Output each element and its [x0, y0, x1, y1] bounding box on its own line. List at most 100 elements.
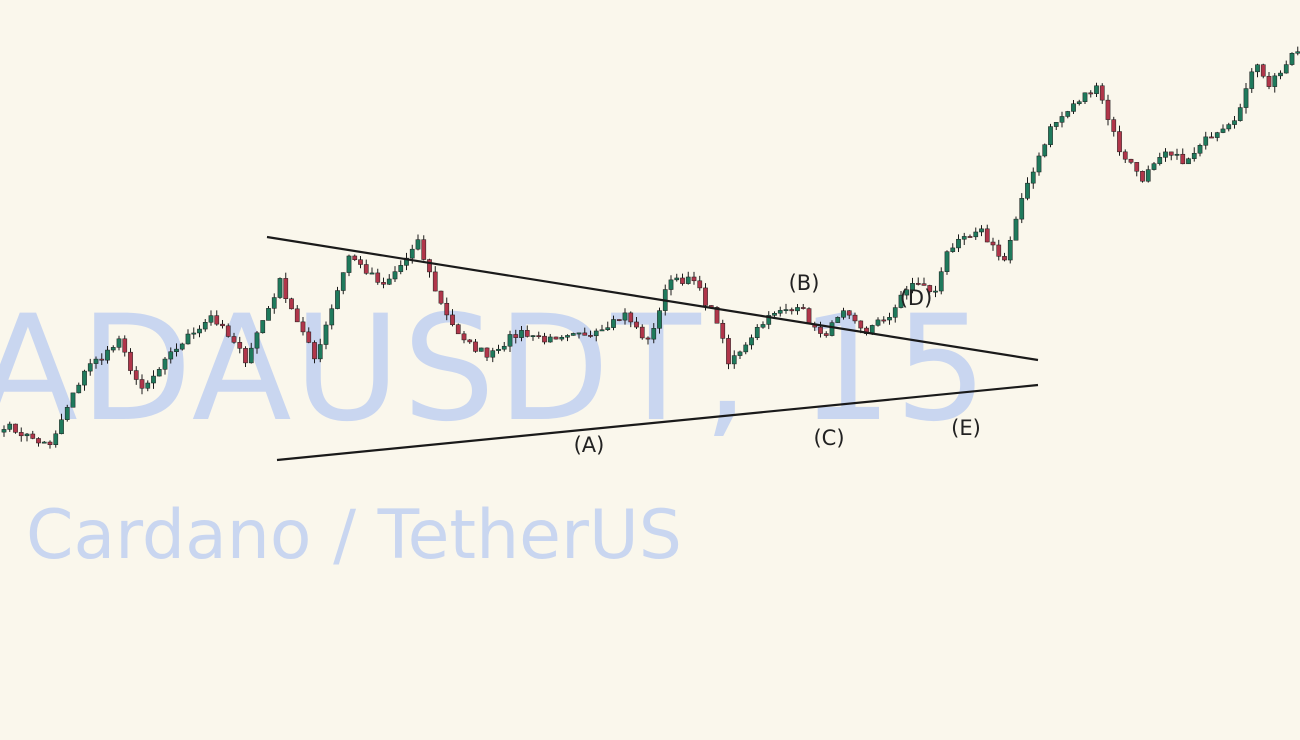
- candle-down: [1266, 75, 1272, 87]
- candle-up: [1214, 132, 1220, 138]
- candle-up: [185, 333, 191, 345]
- candle-down: [300, 321, 306, 333]
- candle-up: [599, 329, 605, 332]
- candle-down: [99, 358, 105, 361]
- candle-up: [1232, 120, 1237, 125]
- candle-down: [1099, 85, 1105, 101]
- candle-down: [18, 432, 24, 437]
- candle-down: [639, 326, 645, 339]
- candle-down: [513, 334, 519, 338]
- candle-down: [915, 283, 921, 285]
- candle-up: [760, 324, 766, 328]
- lower-trendline[interactable]: [276, 383, 1039, 462]
- wave-label-c: (C): [813, 426, 844, 450]
- candle-up: [841, 310, 846, 318]
- candle-up: [386, 278, 392, 285]
- candle-down: [680, 277, 685, 284]
- candle-up: [323, 324, 329, 345]
- candle-down: [553, 336, 559, 340]
- candle-up: [887, 317, 892, 321]
- candle-down: [427, 259, 432, 273]
- candle-up: [415, 239, 421, 250]
- candle-up: [547, 336, 553, 343]
- candle-down: [927, 285, 933, 292]
- candle-up: [944, 251, 950, 272]
- candle-up: [59, 419, 64, 435]
- candle-down: [1128, 158, 1134, 163]
- candle-up: [559, 336, 565, 340]
- candle-down: [542, 335, 547, 343]
- candle-up: [892, 307, 898, 318]
- candle-down: [921, 283, 927, 286]
- candle-up: [904, 289, 910, 296]
- candle-up: [611, 319, 616, 328]
- candle-up: [168, 351, 174, 360]
- candle-up: [1013, 218, 1019, 241]
- candle-down: [524, 330, 530, 337]
- candle-down: [122, 338, 128, 353]
- candle-down: [1111, 119, 1117, 132]
- candle-up: [1249, 71, 1255, 89]
- candle-up: [933, 290, 938, 293]
- candle-up: [956, 238, 961, 249]
- candle-down: [536, 335, 542, 337]
- candlestick-series: [1, 46, 1300, 449]
- candle-up: [1145, 169, 1151, 182]
- candle-up: [208, 315, 214, 323]
- candle-up: [1025, 182, 1030, 199]
- candle-up: [835, 317, 841, 323]
- candle-down: [36, 438, 41, 444]
- candle-up: [651, 328, 657, 340]
- candle-up: [737, 351, 743, 356]
- candle-up: [271, 297, 277, 309]
- candle-up: [674, 277, 680, 281]
- candle-down: [852, 314, 858, 322]
- candle-down: [990, 241, 996, 246]
- candle-down: [996, 244, 1002, 257]
- candle-up: [53, 433, 59, 446]
- candle-down: [1209, 136, 1214, 139]
- candle-down: [1088, 92, 1094, 95]
- candle-up: [478, 347, 484, 352]
- candle-down: [237, 342, 243, 349]
- candle-up: [772, 312, 777, 316]
- candle-up: [1157, 157, 1163, 164]
- candle-up: [317, 344, 323, 360]
- candle-down: [1168, 151, 1174, 156]
- candle-up: [754, 327, 760, 338]
- candle-up: [910, 283, 915, 290]
- upper-trendline[interactable]: [266, 235, 1039, 362]
- candle-down: [823, 333, 829, 336]
- candle-down: [588, 335, 593, 337]
- candle-up: [507, 334, 513, 347]
- candle-up: [1030, 171, 1036, 184]
- candle-up: [530, 335, 536, 337]
- candle-up: [743, 344, 749, 353]
- candle-up: [731, 355, 737, 365]
- candle-up: [7, 423, 13, 430]
- candle-down: [225, 325, 231, 337]
- candle-up: [145, 382, 151, 389]
- candle-down: [1140, 170, 1145, 182]
- candle-down: [714, 307, 720, 324]
- candle-up: [409, 248, 415, 259]
- candle-up: [404, 257, 409, 266]
- candle-up: [1036, 155, 1042, 173]
- wave-label-d: (D): [900, 286, 933, 310]
- candle-down: [375, 272, 381, 283]
- candle-up: [657, 310, 662, 329]
- candle-up: [777, 310, 783, 314]
- candle-down: [473, 341, 478, 352]
- candle-down: [1117, 131, 1122, 153]
- candle-up: [329, 308, 335, 326]
- candle-up: [829, 322, 835, 336]
- candle-up: [82, 370, 87, 386]
- wave-label-e: (E): [951, 416, 981, 440]
- candle-down: [455, 324, 461, 335]
- candle-down: [461, 333, 467, 341]
- candle-up: [369, 272, 375, 275]
- candle-up: [398, 265, 404, 272]
- candle-up: [1203, 136, 1209, 146]
